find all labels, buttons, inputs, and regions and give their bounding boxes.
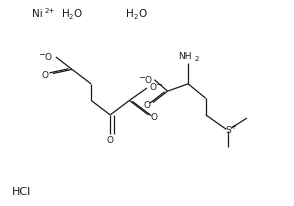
Text: O: O: [151, 113, 158, 122]
Text: +: +: [230, 123, 236, 129]
Text: O: O: [74, 9, 82, 19]
Text: H: H: [62, 9, 69, 19]
Text: NH: NH: [178, 52, 192, 61]
Text: −: −: [138, 73, 146, 82]
Text: −: −: [38, 50, 45, 59]
Text: Ni: Ni: [32, 9, 43, 19]
Text: 2: 2: [133, 14, 138, 19]
Text: O: O: [143, 100, 151, 109]
Text: O: O: [107, 136, 114, 145]
Text: O: O: [138, 9, 146, 19]
Text: −: −: [155, 80, 162, 89]
Text: O: O: [149, 82, 156, 91]
Text: 2: 2: [195, 56, 199, 62]
Text: O: O: [41, 70, 48, 79]
Text: O: O: [144, 75, 151, 84]
Text: 2+: 2+: [45, 8, 55, 14]
Text: 2: 2: [69, 14, 73, 19]
Text: S: S: [225, 125, 231, 134]
Text: HCl: HCl: [12, 186, 31, 196]
Text: O: O: [44, 52, 51, 61]
Text: H: H: [126, 9, 134, 19]
